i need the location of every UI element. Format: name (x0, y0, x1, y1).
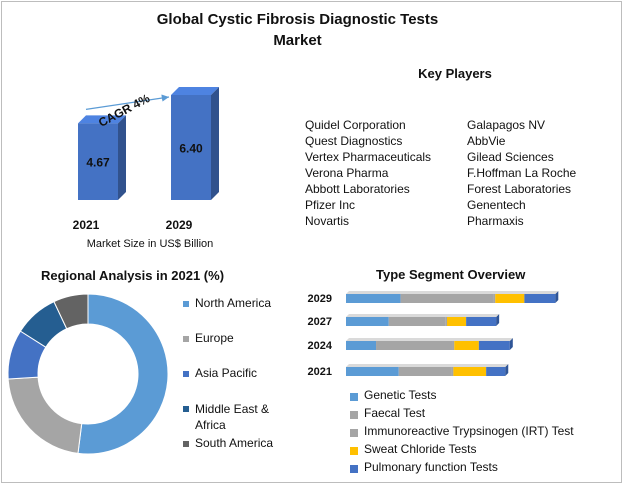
key-players-left-list: Quidel Corporation Quest Diagnostics Verte… (305, 117, 431, 229)
key-player-left-2: Vertex Pharmaceuticals (305, 150, 432, 164)
regional-donut-chart (7, 293, 169, 455)
type-bar-2021-1 (398, 367, 452, 376)
key-player-right-2: Gilead Sciences (467, 150, 554, 164)
market-bar-value-0: 4.67 (86, 156, 110, 170)
type-bar-2027-4 (466, 317, 497, 326)
market-bar-value-1: 6.40 (179, 142, 203, 156)
type-legend-swatch-3 (350, 447, 358, 455)
regional-legend-swatch-3 (183, 406, 189, 412)
type-legend-label-4: Pulmonary function Tests (364, 460, 498, 474)
market-category-0: 2021 (73, 218, 100, 232)
type-bar-2027-2 (445, 317, 448, 326)
key-players-right-list: Galapagos NV AbbVie Gilead Sciences F.Hoffm… (467, 117, 576, 229)
type-legend-swatch-0 (350, 393, 358, 401)
type-legend-label-1: Faecal Test (364, 406, 426, 420)
page-title: Global Cystic Fibrosis Diagnostic Tests … (120, 9, 475, 51)
regional-analysis-title: Regional Analysis in 2021 (%) (41, 268, 225, 283)
market-xlabel: Market Size in US$ Billion (87, 238, 214, 250)
type-bar-2024-2 (452, 341, 455, 350)
key-player-right-0: Galapagos NV (467, 118, 546, 132)
regional-legend-label-2: Asia Pacific (195, 366, 258, 380)
donut-slice-4 (53, 293, 89, 330)
type-bar-2024-1 (376, 341, 453, 350)
title-line-2: Market (273, 32, 322, 49)
type-legend-label-3: Sweat Chloride Tests (364, 442, 477, 456)
regional-legend-label-1: Europe (195, 331, 234, 345)
key-player-left-4: Abbott Laboratories (305, 182, 410, 196)
market-category-1: 2029 (166, 218, 193, 232)
type-bar-2024-3 (454, 341, 479, 350)
cagr-arrow (85, 94, 170, 110)
type-legend-label-2: Immunoreactive Trypsinogen (IRT) Test (364, 424, 574, 438)
type-bar-2027-0 (346, 317, 389, 326)
type-bar-2021-0 (346, 367, 399, 376)
key-player-left-1: Quest Diagnostics (305, 134, 403, 148)
type-category-2021: 2021 (308, 366, 332, 378)
type-bar-2027-1 (388, 317, 446, 326)
key-players-heading: Key Players (418, 66, 492, 81)
key-player-right-3: F.Hoffman La Roche (467, 166, 577, 180)
regional-legend-swatch-0 (183, 301, 189, 307)
market-bar-0 (78, 115, 126, 200)
type-category-2027: 2027 (308, 316, 332, 328)
key-player-left-6: Novartis (305, 214, 350, 228)
donut-slice-0 (77, 293, 169, 455)
regional-legend-label-4: South America (195, 436, 274, 450)
key-player-left-0: Quidel Corporation (305, 118, 406, 132)
type-bar-2029-4 (524, 294, 556, 303)
key-player-right-4: Forest Laboratories (467, 182, 572, 196)
regional-legend-swatch-1 (183, 336, 189, 342)
type-category-2024: 2024 (308, 340, 333, 352)
type-bar-2029-2 (493, 294, 496, 303)
type-legend-swatch-1 (350, 411, 358, 419)
market-bar-1 (171, 87, 219, 200)
key-player-left-5: Pfizer Inc (305, 198, 356, 212)
regional-legend-label-3: Middle East & Africa (195, 402, 270, 432)
type-segment-title: Type Segment Overview (376, 267, 526, 282)
type-legend-swatch-2 (350, 429, 358, 437)
key-player-left-3: Verona Pharma (305, 166, 389, 180)
type-category-2029: 2029 (308, 293, 332, 305)
key-player-right-6: Pharmaxis (467, 214, 524, 228)
type-bar-2021-2 (451, 367, 454, 376)
type-bar-2029-1 (400, 294, 494, 303)
donut-slice-1 (7, 376, 83, 454)
type-bar-2029-3 (495, 294, 525, 303)
type-segment-chart: 2029 2027 2024 2021 (308, 291, 559, 378)
type-bar-2029-0 (346, 294, 401, 303)
regional-legend-swatch-2 (183, 371, 189, 377)
type-bar-2021-4 (486, 367, 506, 376)
type-bar-2027-3 (447, 317, 467, 326)
type-bar-2024-4 (478, 341, 510, 350)
key-player-right-5: Genentech (467, 198, 526, 212)
key-player-right-1: AbbVie (467, 134, 506, 148)
regional-legend-label-0: North America (195, 296, 272, 310)
type-legend-swatch-4 (350, 465, 358, 473)
type-legend-label-0: Genetic Tests (364, 388, 437, 402)
regional-legend-swatch-4 (183, 441, 189, 447)
title-line-1: Global Cystic Fibrosis Diagnostic Tests (156, 11, 439, 28)
type-bar-2021-3 (453, 367, 487, 376)
type-bar-2024-0 (346, 341, 377, 350)
